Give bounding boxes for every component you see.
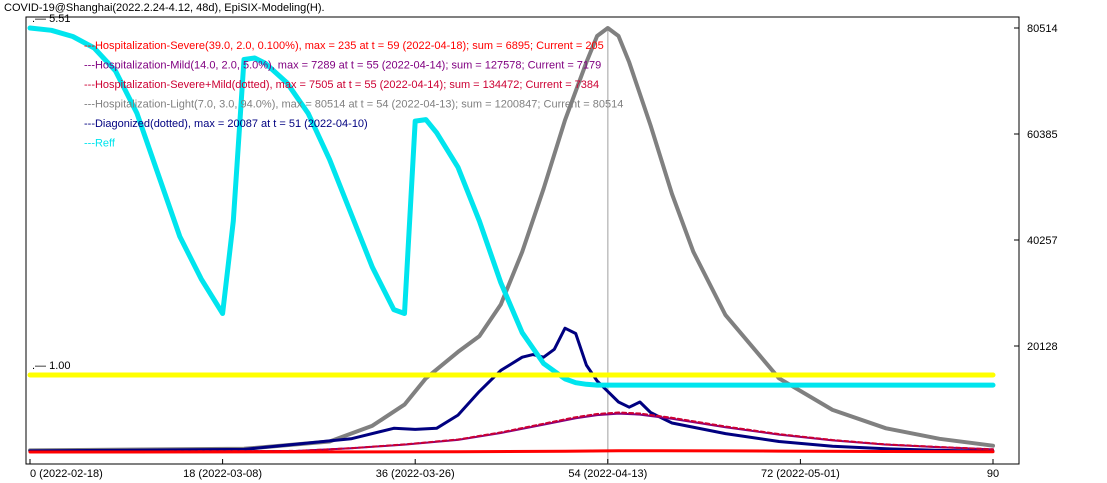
x-axis: 0 (2022-02-18) 18 (2022-03-08) 36 (2022-03… xyxy=(29,459,999,480)
legend-entry: ---Reff xyxy=(84,138,116,150)
y-tick-label: 20128 xyxy=(1027,341,1058,353)
y-tick-label: 80514 xyxy=(1027,23,1058,35)
x-tick-label: 72 (2022-05-01) xyxy=(761,468,840,480)
left-marker-label: .— 5.51 xyxy=(32,13,71,25)
y-axis-right: 80514 60385 40257 20128 xyxy=(1014,23,1058,353)
x-tick-label: 0 (2022-02-18) xyxy=(30,468,103,480)
x-tick-label: 54 (2022-04-13) xyxy=(568,468,647,480)
y-tick-label: 40257 xyxy=(1027,235,1058,247)
series-line-hospitalization-severe xyxy=(28,449,995,454)
legend-entry: ---Diagonized(dotted), max = 20087 at t … xyxy=(84,118,368,130)
legend-entry: ---Hospitalization-Mild(14.0, 2.0, 5.0%)… xyxy=(84,60,601,72)
left-marker-label: .— 1.00 xyxy=(32,360,71,372)
y-tick-label: 60385 xyxy=(1027,129,1058,141)
series-line-reff xyxy=(27,25,996,388)
legend-entry: ---Hospitalization-Light(7.0, 3.0, 94.0%… xyxy=(84,99,623,111)
series-line-diagonized xyxy=(28,326,995,453)
x-tick-label: 36 (2022-03-26) xyxy=(376,468,455,480)
x-tick-label: 18 (2022-03-08) xyxy=(183,468,262,480)
series-line-hospitalization-severe-mild xyxy=(29,411,994,453)
legend-entry: ---Hospitalization-Severe(39.0, 2.0, 0.1… xyxy=(84,40,604,52)
series-line-hospitalization-light xyxy=(28,26,995,453)
legend: ---Hospitalization-Severe(39.0, 2.0, 0.1… xyxy=(84,40,623,150)
series-layer xyxy=(27,25,996,454)
x-tick-label: 90 xyxy=(987,468,999,480)
left-markers: .— 5.51 .— 1.00 xyxy=(32,13,71,372)
legend-entry: ---Hospitalization-Severe+Mild(dotted), … xyxy=(84,79,599,91)
window-title: COVID-19@Shanghai(2022.2.24-4.12, 48d), … xyxy=(4,2,325,14)
